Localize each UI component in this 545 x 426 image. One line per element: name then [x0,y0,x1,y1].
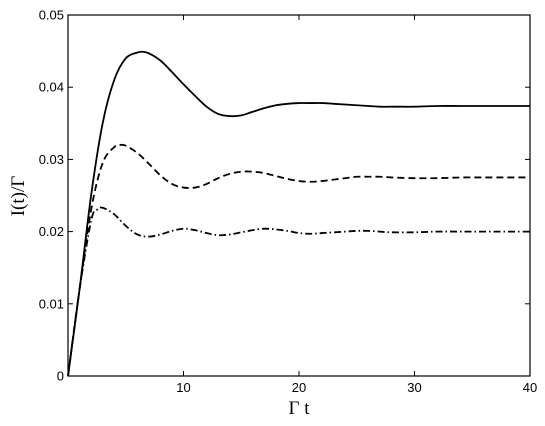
y-tick-label: 0.05 [39,8,64,23]
x-tick-label: 20 [292,380,306,395]
y-axis-title: I(t)/Γ [8,176,29,217]
y-tick-label: 0 [57,369,64,384]
series-line-2 [67,143,530,377]
series-line-3 [67,206,530,377]
y-tick-label: 0.02 [39,224,64,239]
y-tick-label: 0.01 [39,296,64,311]
x-tick-label: 40 [523,380,537,395]
x-tick-label: 10 [176,380,190,395]
y-tick-label: 0.04 [39,80,64,95]
x-axis-title: Γ t [288,398,310,419]
series-lines [67,50,530,377]
plot-frame [67,14,531,377]
series-line-1 [67,50,530,377]
y-tick-label: 0.03 [39,152,64,167]
x-tick-label: 30 [407,380,421,395]
axis-ticks: 10 20 30 40 0 0.01 0.02 0.03 0.04 0.05 [39,8,538,396]
